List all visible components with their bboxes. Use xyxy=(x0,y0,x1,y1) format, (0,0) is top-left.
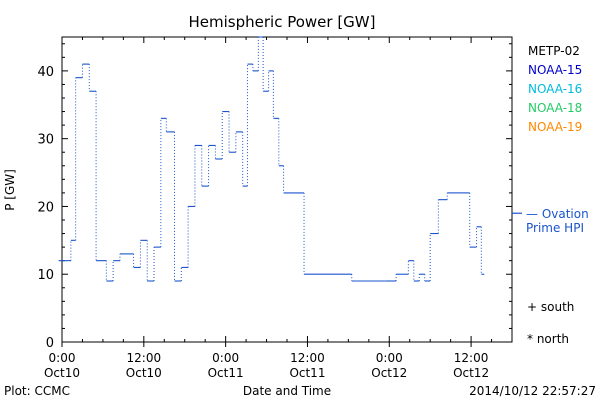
x-tick-date: Oct12 xyxy=(371,366,407,380)
y-tick-label: 20 xyxy=(37,200,54,215)
y-axis-ticks: 0 10 20 30 40 xyxy=(37,43,512,351)
x-tick-time: 0:00 xyxy=(49,351,76,365)
y-tick-label: 30 xyxy=(37,133,54,148)
legend-entry: NOAA-18 xyxy=(528,101,582,115)
x-tick-date: Oct11 xyxy=(208,366,244,380)
marker-legend: + south * north xyxy=(527,300,574,346)
x-axis-label: Date and Time xyxy=(243,384,331,398)
marker-legend-entry: * north xyxy=(527,332,569,346)
legend-entry: METP-02 xyxy=(528,44,580,58)
x-tick-time: 0:00 xyxy=(212,351,239,365)
x-axis-ticks: 0:00Oct1012:00Oct100:00Oct1112:00Oct110:… xyxy=(44,37,493,380)
legend-entry: NOAA-19 xyxy=(528,120,582,134)
series-layer xyxy=(58,36,485,282)
legend: METP-02 NOAA-15 NOAA-16 NOAA-18 NOAA-19 xyxy=(528,44,582,134)
legend-entry: NOAA-16 xyxy=(528,82,582,96)
x-tick-time: 12:00 xyxy=(454,351,489,365)
ovation-label-2: Prime HPI xyxy=(526,221,584,235)
y-tick-label: 0 xyxy=(46,336,54,351)
marker-legend-entry: + south xyxy=(527,300,574,314)
x-tick-date: Oct12 xyxy=(453,366,489,380)
plot-frame xyxy=(61,36,513,343)
y-axis-label: P [GW] xyxy=(3,169,17,211)
x-tick-time: 12:00 xyxy=(127,351,162,365)
plot-timestamp: 2014/10/12 22:57:27 xyxy=(469,384,596,398)
y-tick-label: 10 xyxy=(37,268,54,283)
x-tick-date: Oct10 xyxy=(126,366,162,380)
ovation-label: — Ovation xyxy=(526,207,589,221)
x-tick-time: 0:00 xyxy=(376,351,403,365)
chart-title: Hemispheric Power [GW] xyxy=(189,13,376,31)
legend-entry: NOAA-15 xyxy=(528,63,582,77)
x-tick-time: 12:00 xyxy=(290,351,325,365)
x-tick-date: Oct10 xyxy=(44,366,80,380)
plot-credit: Plot: CCMC xyxy=(4,384,70,398)
x-tick-date: Oct11 xyxy=(289,366,325,380)
y-tick-label: 40 xyxy=(37,65,54,80)
